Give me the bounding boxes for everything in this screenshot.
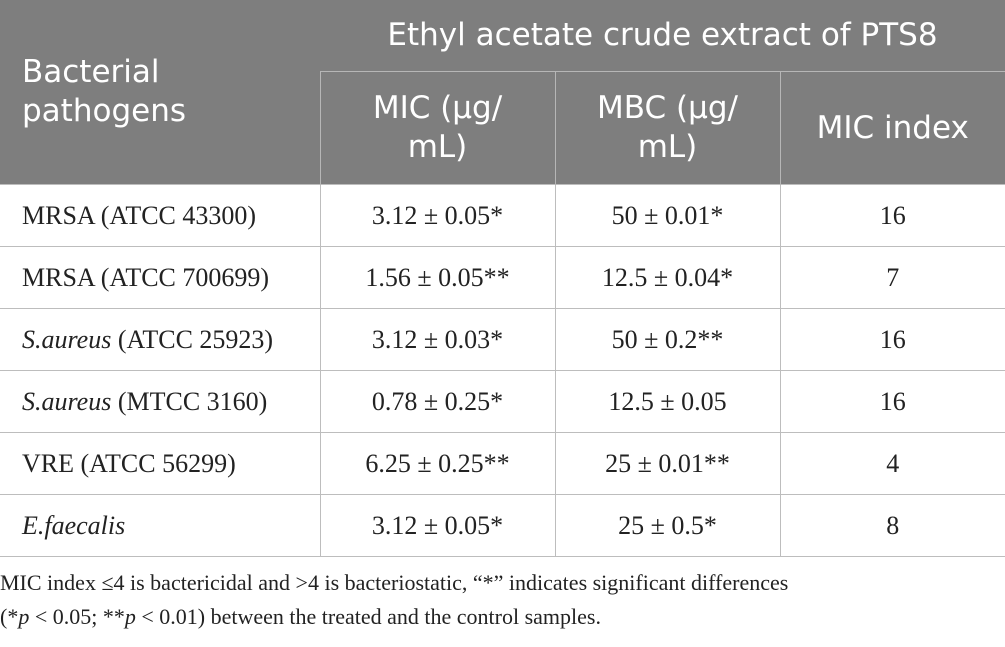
cell-mic: 3.12 ± 0.03* [319, 308, 555, 371]
strain-id: (ATCC 700699) [94, 262, 270, 292]
cell-mbc: 25 ± 0.5* [554, 494, 780, 557]
footnote-p-symbol: p [124, 604, 136, 629]
header-mic-line2: mL) [407, 129, 468, 165]
cell-mic: 0.78 ± 0.25* [319, 370, 555, 433]
table-row: MRSA (ATCC 700699) 1.56 ± 0.05** 12.5 ± … [0, 246, 1005, 309]
footnote-line1: MIC index ≤4 is bactericidal and >4 is b… [0, 570, 789, 595]
strain-id: (ATCC 56299) [74, 448, 236, 478]
cell-mic: 3.12 ± 0.05* [319, 184, 555, 247]
header-mbc-line2: mL) [637, 129, 698, 165]
header-pathogen-line2: pathogens [22, 93, 186, 129]
cell-mic: 1.56 ± 0.05** [319, 246, 555, 309]
cell-pathogen: E.faecalis [0, 494, 320, 557]
cell-mbc: 50 ± 0.2** [554, 308, 780, 371]
header-row-top: Bacterial pathogens Ethyl acetate crude … [0, 0, 1005, 185]
footnote-p-symbol: p [18, 604, 30, 629]
header-pathogen-line1: Bacterial [22, 54, 160, 90]
cell-mic-index: 16 [779, 184, 1005, 247]
cell-mbc: 50 ± 0.01* [554, 184, 780, 247]
cell-mic-index: 16 [779, 370, 1005, 433]
header-mbc-line1: MBC (µg/ [597, 90, 738, 126]
cell-mic-index: 7 [779, 246, 1005, 309]
table-row: S.aureus (ATCC 25923) 3.12 ± 0.03* 50 ± … [0, 308, 1005, 371]
cell-pathogen: S.aureus (ATCC 25923) [0, 308, 320, 371]
strain-italic: S.aureus [22, 324, 112, 354]
table-row: MRSA (ATCC 43300) 3.12 ± 0.05* 50 ± 0.01… [0, 184, 1005, 247]
header-mic-line1: MIC (µg/ [372, 90, 503, 126]
strain-name: VRE [22, 448, 74, 478]
cell-mic: 6.25 ± 0.25** [319, 432, 555, 495]
cell-mic-index: 4 [779, 432, 1005, 495]
strain-italic: S.aureus [22, 386, 112, 416]
table-row: E.faecalis 3.12 ± 0.05* 25 ± 0.5* 8 [0, 494, 1005, 557]
cell-mbc: 25 ± 0.01** [554, 432, 780, 495]
strain-id: (MTCC 3160) [111, 386, 268, 416]
header-bacterial-pathogens: Bacterial pathogens [0, 0, 320, 185]
strain-italic: E.faecalis [22, 510, 126, 540]
results-table: Bacterial pathogens Ethyl acetate crude … [0, 0, 1005, 557]
header-mic-index: MIC index [779, 71, 1005, 185]
cell-mbc: 12.5 ± 0.05 [554, 370, 780, 433]
footnote-part-a: (* [0, 604, 19, 629]
cell-mic-index: 16 [779, 308, 1005, 371]
table-footnote: MIC index ≤4 is bactericidal and >4 is b… [0, 566, 1005, 634]
header-mbc: MBC (µg/ mL) [554, 71, 780, 185]
cell-pathogen: VRE (ATCC 56299) [0, 432, 320, 495]
strain-id: (ATCC 43300) [94, 200, 257, 230]
table-row: VRE (ATCC 56299) 6.25 ± 0.25** 25 ± 0.01… [0, 432, 1005, 495]
strain-id: (ATCC 25923) [111, 324, 274, 354]
cell-pathogen: MRSA (ATCC 700699) [0, 246, 320, 309]
strain-name: MRSA [22, 262, 95, 292]
cell-pathogen: S.aureus (MTCC 3160) [0, 370, 320, 433]
cell-pathogen: MRSA (ATCC 43300) [0, 184, 320, 247]
footnote-line2: (*p < 0.05; **p < 0.01) between the trea… [0, 600, 1005, 634]
cell-mic-index: 8 [779, 494, 1005, 557]
footnote-part-c: < 0.01) between the treated and the cont… [135, 604, 601, 629]
cell-mic: 3.12 ± 0.05* [319, 494, 555, 557]
header-row-sub: MIC (µg/ mL) MBC (µg/ mL) MIC index [0, 71, 1005, 185]
footnote-part-b: < 0.05; ** [29, 604, 125, 629]
strain-name: MRSA [22, 200, 95, 230]
header-mic: MIC (µg/ mL) [319, 71, 555, 185]
table-row: S.aureus (MTCC 3160) 0.78 ± 0.25* 12.5 ±… [0, 370, 1005, 433]
cell-mbc: 12.5 ± 0.04* [554, 246, 780, 309]
header-extract-group: Ethyl acetate crude extract of PTS8 [320, 0, 1005, 72]
